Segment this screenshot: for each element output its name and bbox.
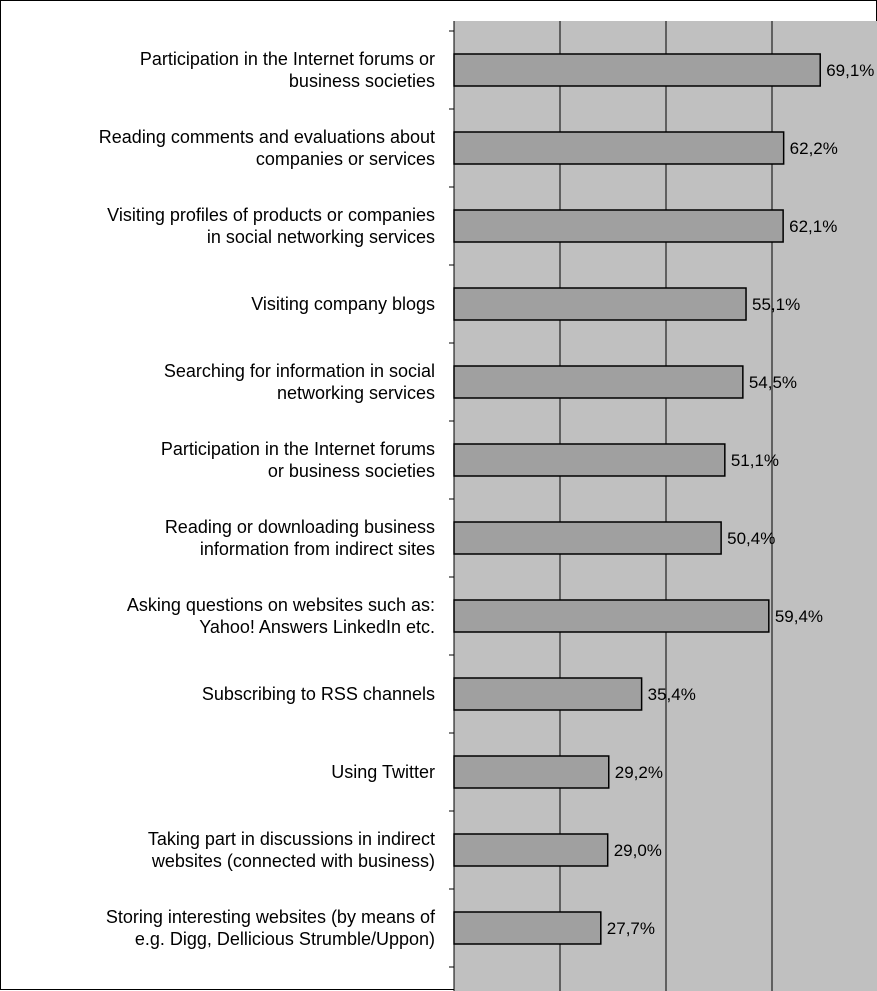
value-label: 51,1%: [731, 451, 779, 470]
category-label: Yahoo! Answers LinkedIn etc.: [199, 617, 435, 637]
category-label: Reading comments and evaluations about: [99, 127, 435, 147]
category-label: companies or services: [256, 149, 435, 169]
value-label: 59,4%: [775, 607, 823, 626]
bar: [453, 53, 821, 87]
bar: [453, 365, 744, 399]
bar: [453, 131, 785, 165]
category-axis: [449, 21, 455, 991]
category-label: Searching for information in social: [164, 361, 435, 381]
category-label: Taking part in discussions in indirect: [148, 829, 435, 849]
category-label: information from indirect sites: [200, 539, 435, 559]
category-label: Participation in the Internet forums: [161, 439, 435, 459]
value-label: 35,4%: [648, 685, 696, 704]
bar: [453, 911, 602, 945]
category-label: Visiting company blogs: [251, 294, 435, 314]
value-label: 55,1%: [752, 295, 800, 314]
bar: [453, 443, 726, 477]
bars: [453, 53, 821, 945]
category-label: websites (connected with business): [151, 851, 435, 871]
category-label: in social networking services: [207, 227, 435, 247]
bar: [453, 833, 609, 867]
value-label: 50,4%: [727, 529, 775, 548]
category-label: Participation in the Internet forums or: [140, 49, 435, 69]
category-label: Visiting profiles of products or compani…: [107, 205, 435, 225]
value-label: 69,1%: [826, 61, 874, 80]
category-label: or business societies: [268, 461, 435, 481]
bar: [453, 521, 722, 555]
category-label: networking services: [277, 383, 435, 403]
category-label: e.g. Digg, Dellicious Strumble/Uppon): [135, 929, 435, 949]
value-labels: 69,1% 62,2% 62,1% 55,1% 54,5% 51,1% 50,4% 59,4%…: [607, 61, 875, 938]
category-label: business societies: [289, 71, 435, 91]
category-label: Storing interesting websites (by means o…: [106, 907, 436, 927]
value-label: 27,7%: [607, 919, 655, 938]
category-label: Subscribing to RSS channels: [202, 684, 435, 704]
bar: [453, 287, 747, 321]
category-labels: Participation in the Internet forums orb…: [99, 49, 436, 949]
category-label: Reading or downloading business: [165, 517, 435, 537]
value-label: 29,2%: [615, 763, 663, 782]
value-label: 62,1%: [789, 217, 837, 236]
value-label: 54,5%: [749, 373, 797, 392]
bar: [453, 755, 610, 789]
bar: [453, 599, 770, 633]
value-label: 29,0%: [614, 841, 662, 860]
gridlines: [559, 21, 773, 991]
value-label: 62,2%: [790, 139, 838, 158]
category-label: Using Twitter: [331, 762, 435, 782]
bar: [453, 677, 643, 711]
bar: [453, 209, 784, 243]
category-label: Asking questions on websites such as:: [127, 595, 435, 615]
